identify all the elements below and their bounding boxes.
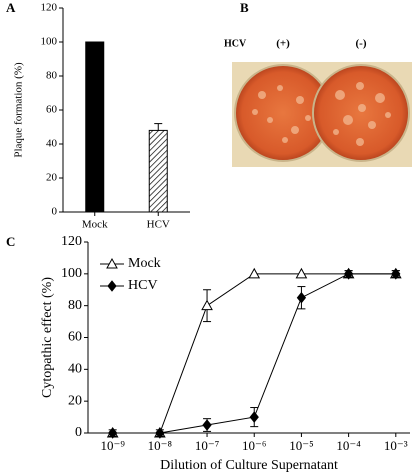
- x-tick-label: 10⁻⁹: [100, 438, 125, 453]
- marker: [249, 411, 259, 423]
- bar: [85, 41, 105, 213]
- panel-label: C: [6, 234, 15, 249]
- y-tick-label: 80: [68, 298, 82, 313]
- marker: [202, 419, 212, 431]
- y-tick-label: 20: [46, 172, 58, 184]
- y-tick-label: 40: [68, 362, 82, 377]
- x-tick-label: 10⁻⁴: [336, 438, 361, 453]
- x-tick-label: 10⁻⁵: [289, 438, 313, 453]
- bar: [148, 129, 168, 213]
- legend-marker: [106, 257, 118, 269]
- plaques: [252, 82, 391, 146]
- marker: [155, 427, 165, 439]
- marker: [391, 268, 401, 280]
- x-tick-label: 10⁻³: [384, 438, 408, 453]
- x-tick-label: 10⁻⁶: [242, 438, 266, 453]
- marker: [343, 268, 354, 280]
- y-tick-label: 120: [61, 234, 82, 249]
- panel-label: B: [240, 0, 249, 15]
- x-tick-label: 10⁻⁸: [148, 438, 173, 453]
- marker: [201, 299, 213, 311]
- y-tick-label: 0: [75, 425, 82, 440]
- y-tick-label: 80: [46, 70, 58, 82]
- y-tick-label: 100: [41, 36, 58, 48]
- legend-label: Mock: [128, 256, 161, 271]
- y-axis-label: Cytopathic effect (%): [40, 277, 55, 398]
- y-tick-label: 120: [41, 2, 58, 14]
- plate: [312, 64, 410, 162]
- y-tick-label: 0: [52, 206, 58, 218]
- y-tick-label: 20: [68, 393, 82, 408]
- marker: [108, 427, 118, 439]
- photo-label: HCV: [224, 38, 247, 49]
- plate-label: (+): [276, 38, 290, 50]
- y-tick-label: 60: [68, 330, 82, 345]
- x-axis-label: Dilution of Culture Supernatant: [160, 458, 338, 473]
- marker: [248, 267, 261, 279]
- marker: [295, 267, 308, 279]
- y-tick-label: 100: [61, 266, 82, 281]
- panel-label: A: [6, 0, 16, 15]
- legend-label: HCV: [128, 278, 158, 293]
- plate-label: (-): [356, 38, 367, 50]
- y-tick-label: 60: [46, 104, 58, 116]
- legend-marker: [107, 280, 117, 292]
- x-tick-label: HCV: [147, 219, 170, 231]
- marker: [296, 291, 307, 304]
- x-tick-label: 10⁻⁷: [195, 438, 219, 453]
- x-tick-label: Mock: [82, 219, 108, 231]
- y-axis-label: Plaque formation (%): [13, 62, 25, 158]
- y-tick-label: 40: [46, 138, 58, 150]
